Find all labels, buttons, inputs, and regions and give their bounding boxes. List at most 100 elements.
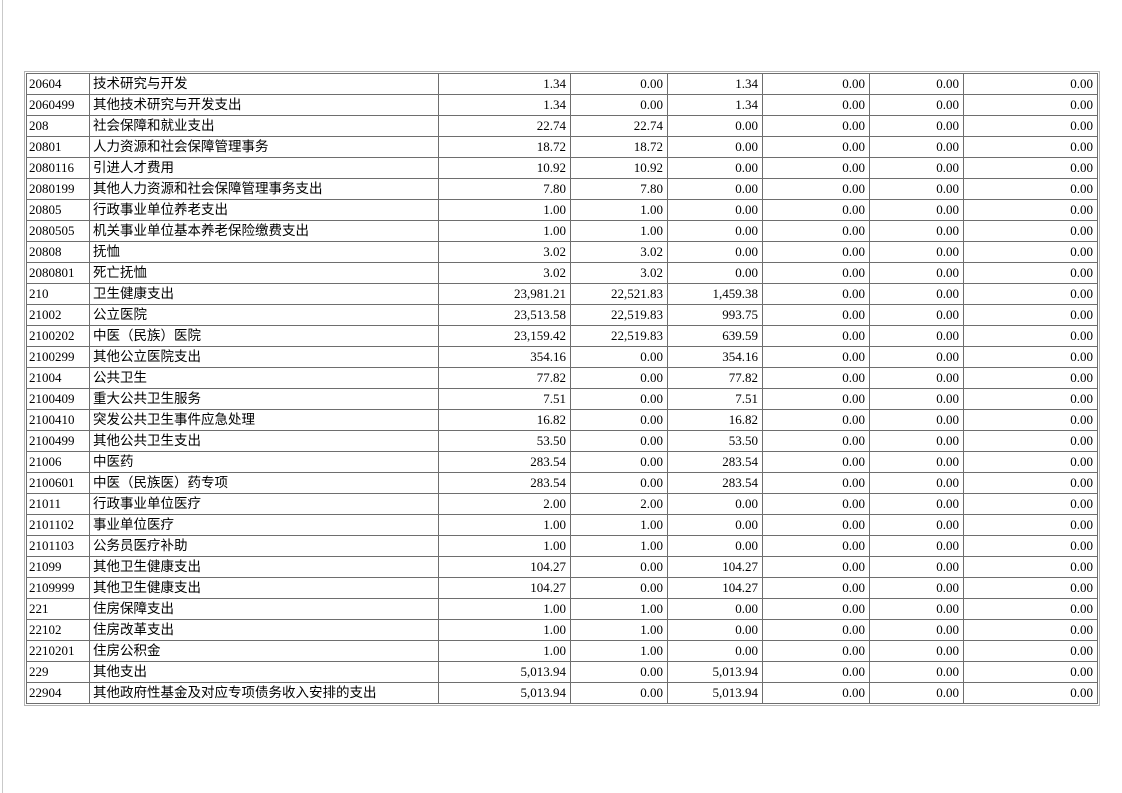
value-cell-6: 0.00 [963,115,1098,137]
value-cell-2: 1.00 [570,514,668,536]
value-cell-6: 0.00 [963,94,1098,116]
value-cell-6: 0.00 [963,535,1098,557]
value-cell-6: 0.00 [963,241,1098,263]
table-row: 210 卫生健康支出 23,981.21 22,521.83 1,459.38 … [26,283,1098,305]
value-cell-3: 0.00 [667,178,763,200]
value-cell-1: 23,981.21 [438,283,571,305]
budget-item-name-cell: 其他公立医院支出 [89,346,439,368]
table-row: 21002 公立医院 23,513.58 22,519.83 993.75 0.… [26,304,1098,326]
budget-item-name-cell: 其他公共卫生支出 [89,430,439,452]
budget-item-name-cell: 公立医院 [89,304,439,326]
value-cell-6: 0.00 [963,367,1098,389]
value-cell-3: 7.51 [667,388,763,410]
value-cell-6: 0.00 [963,220,1098,242]
value-cell-5: 0.00 [869,619,964,641]
value-cell-2: 7.80 [570,178,668,200]
value-cell-3: 5,013.94 [667,682,763,704]
table-row: 20801 人力资源和社会保障管理事务 18.72 18.72 0.00 0.0… [26,136,1098,158]
value-cell-3: 0.00 [667,493,763,515]
value-cell-5: 0.00 [869,325,964,347]
value-cell-2: 18.72 [570,136,668,158]
budget-item-name-cell: 技术研究与开发 [89,73,439,95]
budget-code-cell: 2100410 [26,409,90,431]
value-cell-1: 354.16 [438,346,571,368]
value-cell-3: 0.00 [667,241,763,263]
value-cell-6: 0.00 [963,493,1098,515]
value-cell-1: 1.00 [438,598,571,620]
budget-item-name-cell: 其他人力资源和社会保障管理事务支出 [89,178,439,200]
value-cell-6: 0.00 [963,472,1098,494]
budget-code-cell: 208 [26,115,90,137]
value-cell-1: 1.00 [438,619,571,641]
value-cell-1: 1.00 [438,535,571,557]
value-cell-4: 0.00 [762,661,870,683]
value-cell-3: 1,459.38 [667,283,763,305]
value-cell-1: 283.54 [438,451,571,473]
table-row: 2101102 事业单位医疗 1.00 1.00 0.00 0.00 0.00 … [26,514,1098,536]
value-cell-2: 22,519.83 [570,304,668,326]
table-row: 20604 技术研究与开发 1.34 0.00 1.34 0.00 0.00 0… [26,73,1098,95]
budget-code-cell: 2080505 [26,220,90,242]
value-cell-2: 10.92 [570,157,668,179]
value-cell-6: 0.00 [963,661,1098,683]
value-cell-6: 0.00 [963,325,1098,347]
value-cell-5: 0.00 [869,115,964,137]
value-cell-5: 0.00 [869,430,964,452]
budget-code-cell: 2101103 [26,535,90,557]
value-cell-2: 1.00 [570,199,668,221]
table-row: 22102 住房改革支出 1.00 1.00 0.00 0.00 0.00 0.… [26,619,1098,641]
value-cell-1: 1.00 [438,514,571,536]
value-cell-1: 23,513.58 [438,304,571,326]
value-cell-6: 0.00 [963,640,1098,662]
budget-item-name-cell: 其他政府性基金及对应专项债务收入安排的支出 [89,682,439,704]
value-cell-3: 5,013.94 [667,661,763,683]
value-cell-4: 0.00 [762,325,870,347]
value-cell-2: 0.00 [570,388,668,410]
value-cell-1: 3.02 [438,241,571,263]
value-cell-4: 0.00 [762,367,870,389]
table-row: 2080801 死亡抚恤 3.02 3.02 0.00 0.00 0.00 0.… [26,262,1098,284]
value-cell-5: 0.00 [869,304,964,326]
value-cell-3: 283.54 [667,472,763,494]
value-cell-3: 0.00 [667,619,763,641]
value-cell-5: 0.00 [869,598,964,620]
budget-item-name-cell: 突发公共卫生事件应急处理 [89,409,439,431]
value-cell-3: 0.00 [667,157,763,179]
table-row: 20805 行政事业单位养老支出 1.00 1.00 0.00 0.00 0.0… [26,199,1098,221]
value-cell-5: 0.00 [869,136,964,158]
value-cell-4: 0.00 [762,472,870,494]
budget-item-name-cell: 住房保障支出 [89,598,439,620]
budget-code-cell: 2109999 [26,577,90,599]
value-cell-2: 22,519.83 [570,325,668,347]
budget-item-name-cell: 社会保障和就业支出 [89,115,439,137]
value-cell-2: 0.00 [570,430,668,452]
value-cell-5: 0.00 [869,682,964,704]
budget-code-cell: 2080199 [26,178,90,200]
value-cell-5: 0.00 [869,220,964,242]
value-cell-4: 0.00 [762,577,870,599]
value-cell-2: 0.00 [570,367,668,389]
value-cell-6: 0.00 [963,388,1098,410]
budget-code-cell: 2100409 [26,388,90,410]
value-cell-1: 7.51 [438,388,571,410]
budget-item-name-cell: 公务员医疗补助 [89,535,439,557]
budget-code-cell: 20604 [26,73,90,95]
value-cell-3: 0.00 [667,598,763,620]
value-cell-4: 0.00 [762,493,870,515]
value-cell-2: 0.00 [570,577,668,599]
value-cell-2: 1.00 [570,220,668,242]
value-cell-2: 0.00 [570,472,668,494]
budget-code-cell: 2100299 [26,346,90,368]
value-cell-1: 7.80 [438,178,571,200]
value-cell-4: 0.00 [762,241,870,263]
table-row: 2080505 机关事业单位基本养老保险缴费支出 1.00 1.00 0.00 … [26,220,1098,242]
table-row: 2100202 中医（民族）医院 23,159.42 22,519.83 639… [26,325,1098,347]
value-cell-1: 1.34 [438,94,571,116]
budget-item-name-cell: 事业单位医疗 [89,514,439,536]
value-cell-4: 0.00 [762,157,870,179]
value-cell-6: 0.00 [963,430,1098,452]
value-cell-4: 0.00 [762,640,870,662]
budget-code-cell: 2100601 [26,472,90,494]
budget-item-name-cell: 其他支出 [89,661,439,683]
budget-code-cell: 2060499 [26,94,90,116]
